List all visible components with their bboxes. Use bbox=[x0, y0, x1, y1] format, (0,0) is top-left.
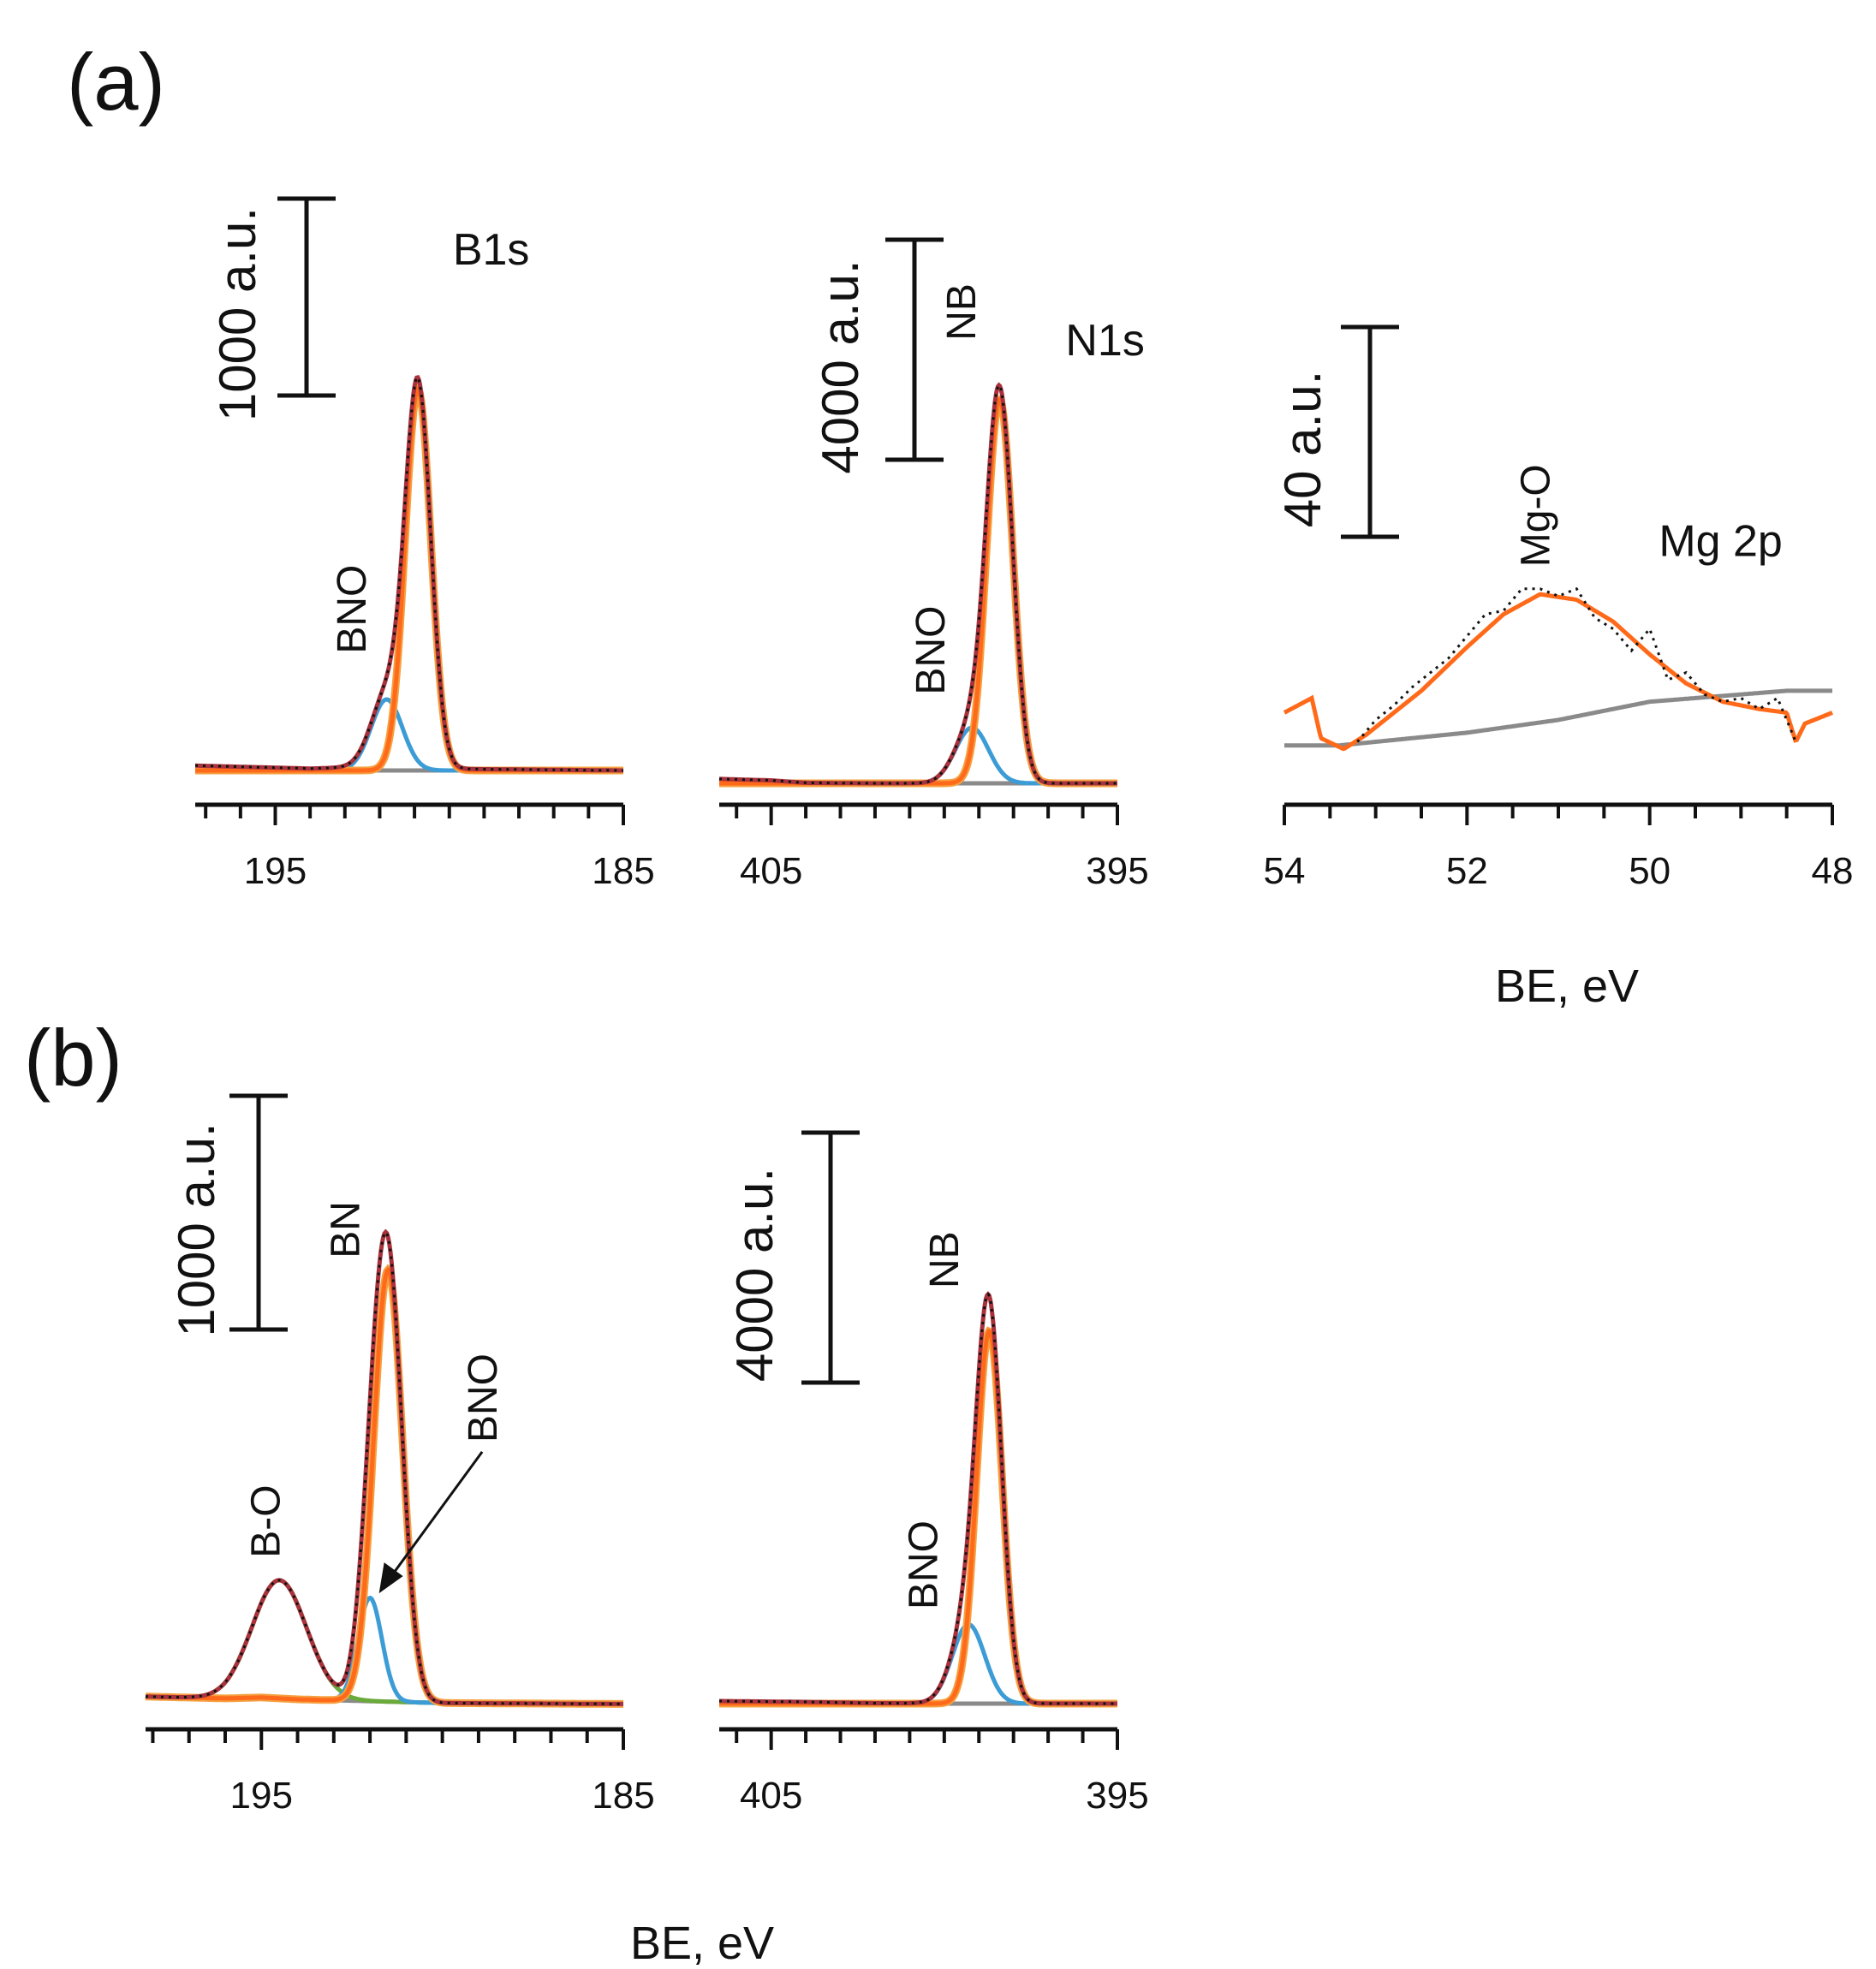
peak-label: BNO bbox=[908, 606, 954, 695]
peak-label: BNO bbox=[330, 565, 375, 654]
x-tick-label: 405 bbox=[740, 850, 802, 892]
experimental-line bbox=[718, 383, 1117, 785]
bno-arrow-line bbox=[386, 1450, 484, 1582]
x-tick-label: 405 bbox=[740, 1775, 802, 1817]
scale-bar-label: 1000 a.u. bbox=[209, 207, 266, 421]
experimental-line bbox=[1356, 586, 1797, 743]
component-peak-main bbox=[719, 396, 1117, 786]
x-tick-label: 54 bbox=[1264, 850, 1306, 892]
x-tick-label: 395 bbox=[1086, 1775, 1148, 1817]
x-axis-label-right: BE, eV bbox=[1495, 961, 1639, 1012]
peak-label: Mg-O bbox=[1513, 464, 1558, 567]
scale-bar-label: 4000 a.u. bbox=[726, 1168, 783, 1382]
scale-bar-label: 1000 a.u. bbox=[168, 1122, 225, 1336]
peak-label: B1s bbox=[453, 225, 530, 275]
chart-a-n1s: 405 395 4000 a.u. BNO NB N1s bbox=[718, 237, 1149, 892]
x-tick-label: 195 bbox=[230, 1775, 293, 1817]
bno-arrow-head bbox=[378, 1562, 403, 1594]
x-tick-label: 50 bbox=[1629, 850, 1671, 892]
component-peak-bno bbox=[719, 1621, 1117, 1706]
envelope-line bbox=[195, 375, 623, 773]
component-peak-bno bbox=[719, 725, 1117, 786]
x-tick-label: 185 bbox=[592, 1775, 654, 1817]
envelope-line bbox=[718, 382, 1117, 786]
peak-label: BNO bbox=[461, 1353, 506, 1443]
chart-b-n1s: 405 395 4000 a.u. BNO NB bbox=[719, 1130, 1149, 1817]
peak-label: BNO bbox=[902, 1520, 947, 1609]
envelope-line bbox=[1283, 592, 1834, 752]
x-tick-label: 195 bbox=[244, 850, 307, 892]
x-tick-label: 185 bbox=[592, 850, 654, 892]
scale-bar-label: 4000 a.u. bbox=[812, 259, 869, 473]
peak-label: NB bbox=[939, 283, 985, 341]
scale-bar-label: 40 a.u. bbox=[1274, 371, 1331, 528]
experimental-line bbox=[195, 376, 623, 772]
chart-a-mg2p: 54 52 50 48 40 a.u. Mg-O Mg 2p bbox=[1264, 324, 1854, 892]
peak-label: Mg 2p bbox=[1659, 516, 1783, 566]
peak-label: BN bbox=[323, 1201, 368, 1258]
chart-a-b1s: 195 185 1000 a.u. BNO B1s bbox=[195, 196, 655, 892]
x-tick-label: 48 bbox=[1812, 850, 1854, 892]
envelope-line bbox=[145, 1228, 623, 1706]
component-peak-main bbox=[719, 1328, 1117, 1706]
peak-label: N1s bbox=[1065, 316, 1144, 366]
component-peak-bno bbox=[195, 697, 623, 773]
x-tick-label: 395 bbox=[1086, 850, 1148, 892]
peak-label: B-O bbox=[243, 1484, 289, 1557]
peak-label: NB bbox=[922, 1231, 968, 1288]
panel-b-label: (b) bbox=[24, 1013, 122, 1103]
panel-a-label: (a) bbox=[67, 37, 165, 127]
component-peak-main-halo bbox=[719, 1326, 1117, 1708]
x-tick-label: 52 bbox=[1446, 850, 1488, 892]
experimental-line bbox=[719, 1292, 1117, 1705]
chart-b-b1s: 195 185 1000 a.u. B-O BN BNO bbox=[145, 1093, 655, 1817]
component-peak-main-halo bbox=[719, 394, 1117, 788]
x-axis-label-bottom: BE, eV bbox=[630, 1918, 774, 1969]
background-line bbox=[1284, 688, 1832, 748]
